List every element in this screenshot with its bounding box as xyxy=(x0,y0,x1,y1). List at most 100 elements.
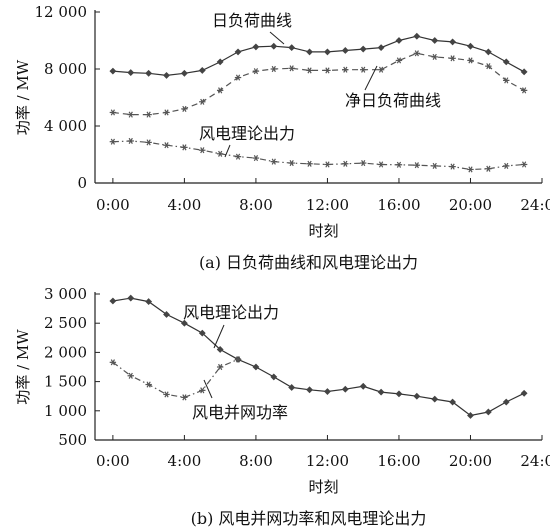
x-axis-label: 时刻 xyxy=(308,478,338,496)
data-point xyxy=(127,372,134,379)
data-point xyxy=(360,159,367,167)
y-tick-label: 8 000 xyxy=(44,60,87,78)
data-point xyxy=(252,154,260,162)
data-point xyxy=(109,297,117,305)
data-point xyxy=(484,48,492,56)
x-tick-label: 4:00 xyxy=(168,452,202,470)
data-point xyxy=(234,153,242,160)
series-annotation-label: 日负荷曲线 xyxy=(212,11,292,30)
data-point xyxy=(359,382,367,390)
y-tick-label: 1 500 xyxy=(44,373,87,391)
data-point xyxy=(360,66,367,73)
chart-panel-a: 0 4 000 8 000 12 000 0:00 4:00 8:00 12:00 16:00 2… xyxy=(14,3,550,272)
data-point xyxy=(163,142,170,149)
data-point xyxy=(216,150,224,157)
annotation-leader xyxy=(224,144,231,158)
x-tick-label: 8:00 xyxy=(239,196,273,214)
data-point xyxy=(199,147,206,154)
data-point xyxy=(449,163,456,170)
annotation-leader xyxy=(364,65,378,91)
data-point xyxy=(502,398,510,406)
data-point xyxy=(306,386,313,394)
data-point xyxy=(216,87,224,94)
x-tick-label: 16:00 xyxy=(377,452,420,470)
data-point xyxy=(431,37,439,44)
y-tick-label: 0 xyxy=(77,174,87,192)
x-tick-label: 20:00 xyxy=(449,196,492,214)
data-point xyxy=(127,111,134,118)
x-tick-label: 24:00 xyxy=(520,196,550,214)
annotation-leader xyxy=(269,31,285,45)
data-point xyxy=(377,44,385,52)
data-point xyxy=(181,105,188,112)
data-point xyxy=(127,137,134,145)
data-point xyxy=(288,44,296,52)
data-point xyxy=(431,53,438,60)
data-point xyxy=(109,359,117,366)
data-point xyxy=(341,47,349,54)
data-point xyxy=(234,356,242,363)
annotation-leader xyxy=(213,324,225,349)
data-point xyxy=(503,162,510,169)
data-point xyxy=(181,394,188,401)
data-point xyxy=(324,67,331,74)
data-point xyxy=(449,38,457,46)
data-point xyxy=(377,161,385,168)
data-point xyxy=(377,66,385,73)
data-point xyxy=(163,391,170,398)
data-point xyxy=(467,412,474,419)
data-point xyxy=(127,294,135,302)
data-point xyxy=(270,42,278,50)
data-point xyxy=(502,58,510,66)
data-point xyxy=(467,57,474,64)
chart-caption: (a) 日负荷曲线和风电理论出力 xyxy=(199,253,418,272)
data-point xyxy=(413,50,421,57)
data-point xyxy=(127,69,135,76)
data-point xyxy=(503,77,510,84)
x-tick-label: 12:00 xyxy=(306,196,349,214)
series-line-1 xyxy=(112,297,525,417)
data-point xyxy=(163,311,170,318)
y-axis-label: 功率 / MW xyxy=(14,329,32,405)
x-tick-label: 0:00 xyxy=(96,452,130,470)
data-point xyxy=(198,67,206,74)
data-point xyxy=(234,74,242,81)
data-point xyxy=(449,398,457,406)
series-line-2 xyxy=(112,358,239,399)
data-point xyxy=(520,389,528,397)
data-point xyxy=(395,390,403,398)
data-point xyxy=(485,165,492,172)
data-point xyxy=(341,385,349,393)
series-annotation-label: 风电理论出力 xyxy=(183,303,279,322)
data-point xyxy=(324,388,331,395)
data-point xyxy=(431,395,439,403)
x-tick-label: 8:00 xyxy=(239,452,273,470)
series-line-1 xyxy=(112,35,525,77)
data-point xyxy=(431,162,438,169)
annotation-leader xyxy=(203,379,213,399)
y-tick-label: 500 xyxy=(58,431,87,449)
x-tick-label: 20:00 xyxy=(449,452,492,470)
x-axis-label: 时刻 xyxy=(308,222,338,240)
y-tick-label: 4 000 xyxy=(44,117,87,135)
data-point xyxy=(413,162,421,169)
data-point xyxy=(109,138,117,145)
data-point xyxy=(467,42,474,50)
data-point xyxy=(234,48,242,56)
data-point xyxy=(252,363,260,371)
data-point xyxy=(306,67,313,74)
data-point xyxy=(413,392,421,400)
data-point xyxy=(342,160,349,167)
series-line-2 xyxy=(112,52,525,116)
x-tick-label: 16:00 xyxy=(377,196,420,214)
data-point xyxy=(449,55,456,62)
data-point xyxy=(145,69,153,77)
data-point xyxy=(145,298,153,306)
data-point xyxy=(180,319,188,327)
data-point xyxy=(395,57,403,64)
data-point xyxy=(520,68,528,76)
data-point xyxy=(324,48,331,56)
data-point xyxy=(520,87,528,94)
data-point xyxy=(413,32,421,40)
